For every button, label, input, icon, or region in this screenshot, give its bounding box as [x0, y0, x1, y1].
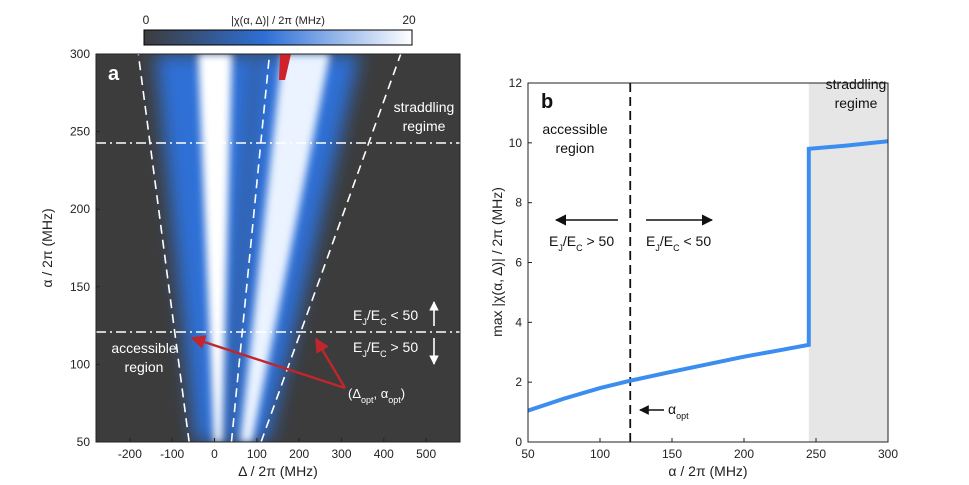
panel-a-ytick-label: 50 — [77, 435, 91, 449]
panel-a-straddling-label: straddling — [394, 99, 455, 115]
panel-a-accessible-label: accessible — [111, 340, 177, 356]
heatmap-red-region — [279, 54, 291, 80]
panel-a-ejec-lt-label: EJ/EC < 50 — [353, 307, 418, 327]
panel-a-region-label: region — [125, 359, 164, 375]
panel-a-xtick-label: 300 — [331, 447, 351, 461]
panel-a-xtick-label: -200 — [118, 447, 142, 461]
colorbar-max-label: 20 — [402, 13, 416, 27]
heatmap-left-band-core — [198, 54, 232, 442]
panel-b-xtick-label: 100 — [590, 447, 610, 461]
colorbar-title: |χ(α, Δ)| / 2π (MHz) — [231, 15, 325, 27]
colorbar-min-label: 0 — [143, 13, 150, 27]
panel-a-opt-label: (Δopt, αopt) — [348, 386, 405, 405]
panel-a-xlabel: Δ / 2π (MHz) — [238, 463, 318, 479]
dashed-boundary-2 — [260, 53, 402, 443]
panel-a-ylabel: α / 2π (MHz) — [39, 208, 55, 287]
panel-a-letter: a — [108, 63, 120, 85]
panel-a-frame — [95, 53, 461, 443]
panel-b-xtick-label: 200 — [734, 447, 754, 461]
colorbar-gradient — [143, 29, 413, 46]
dashed-boundary-0 — [137, 53, 190, 443]
panel-b-xtick-label: 250 — [806, 447, 826, 461]
panel-a-xtick-label: -100 — [160, 447, 184, 461]
panel-a-regime-label: regime — [403, 118, 446, 134]
panel-b-xlabel: α / 2π (MHz) — [668, 463, 747, 479]
panel-b-accessible-label: accessible — [542, 121, 608, 137]
panel-a-ytick-label: 300 — [70, 47, 90, 61]
panel-b-ticks: 50 100 150 200 250 300 0 2 4 6 8 10 12 — [509, 76, 899, 461]
panel-b-ytick-label: 6 — [515, 256, 522, 270]
panel-b-letter: b — [541, 91, 553, 113]
panel-a-heatmap — [155, 54, 360, 442]
panel-a-ytick-label: 200 — [70, 202, 90, 216]
max-chi-curve — [528, 139, 888, 413]
dashed-boundary-1 — [230, 53, 271, 443]
panel-b-ylabel: max |χ(α, Δ)| / 2π (MHz) — [489, 187, 505, 337]
panel-b-ytick-label: 2 — [515, 375, 522, 389]
panel-b-ytick-label: 12 — [509, 76, 523, 90]
colorbar: 0 20 |χ(α, Δ)| / 2π (MHz) — [143, 13, 416, 46]
panel-a: a straddling regime accessible region EJ… — [39, 47, 461, 479]
panel-a-ytick-label: 100 — [70, 357, 90, 371]
opt-arrow-right — [314, 337, 347, 389]
panel-a-xtick-label: 400 — [374, 447, 394, 461]
heatmap-right-band-core — [240, 54, 330, 442]
panel-b-ytick-label: 10 — [509, 136, 523, 150]
panel-b-ytick-label: 8 — [515, 196, 522, 210]
panel-a-xtick-label: 500 — [416, 447, 436, 461]
panel-b-xtick-label: 300 — [878, 447, 898, 461]
panel-a-ytick-label: 150 — [70, 280, 90, 294]
panel-b-ejec-lt-label: EJ/EC < 50 — [646, 233, 711, 253]
panel-a-dashed-boundaries — [137, 53, 402, 443]
alpha-opt-label: αopt — [668, 401, 689, 421]
panel-b-ejec-gt-label: EJ/EC > 50 — [549, 233, 614, 253]
panel-b-xtick-label: 150 — [662, 447, 682, 461]
panel-b-region-label: region — [556, 140, 595, 156]
panel-a-xtick-label: 100 — [247, 447, 267, 461]
panel-a-ytick-label: 250 — [70, 125, 90, 139]
panel-a-xtick-label: 200 — [289, 447, 309, 461]
panel-b-ytick-label: 0 — [515, 435, 522, 449]
straddling-shade — [808, 83, 888, 442]
panel-a-xtick-label: 0 — [211, 447, 218, 461]
opt-arrow-left — [190, 335, 346, 390]
panel-a-ejec-gt-label: EJ/EC > 50 — [353, 339, 418, 359]
panel-b-regime-label: regime — [835, 95, 878, 111]
panel-b-straddling-label: straddling — [826, 76, 887, 92]
panel-b-xtick-label: 50 — [521, 447, 535, 461]
panel-a-ticks: -200 -100 0 100 200 300 400 500 50 100 150 200 250 30… — [70, 47, 437, 461]
panel-b-ytick-label: 4 — [515, 315, 522, 329]
